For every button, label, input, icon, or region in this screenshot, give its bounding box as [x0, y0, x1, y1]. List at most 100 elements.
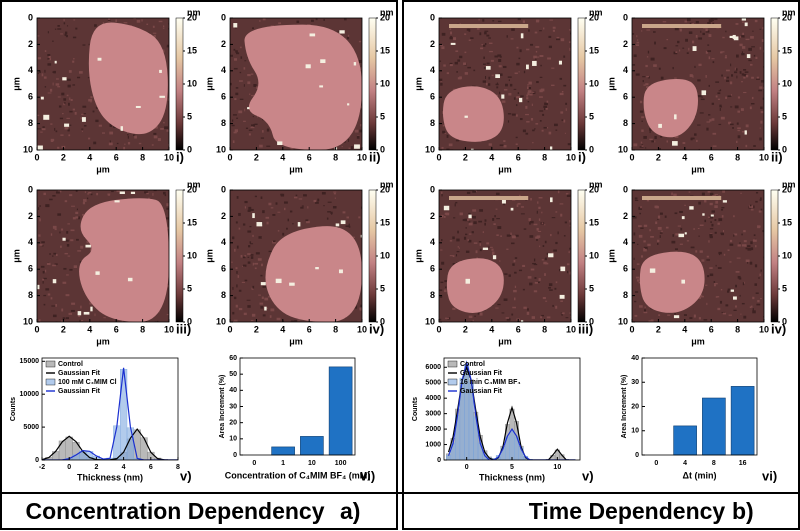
afm-texture [234, 98, 237, 101]
afm-particle [320, 59, 326, 64]
afm-texture [646, 86, 650, 89]
afm-texture [492, 20, 495, 22]
x-tick-label: 2 [463, 324, 468, 334]
afm-texture [511, 113, 516, 116]
afm-texture [699, 224, 704, 227]
afm-texture [441, 146, 444, 149]
afm-texture [333, 191, 337, 193]
afm-texture [506, 35, 508, 38]
afm-texture [743, 73, 747, 77]
y-tick-label: 0 [430, 184, 435, 194]
afm-texture [450, 31, 452, 35]
afm-particle [97, 57, 102, 61]
afm-texture [511, 313, 514, 316]
afm-texture [718, 123, 722, 126]
afm-texture [453, 37, 457, 41]
afm-texture [545, 107, 548, 110]
afm-texture [701, 96, 704, 98]
afm-texture [530, 43, 534, 46]
afm-texture [569, 219, 571, 223]
afm-texture [729, 239, 733, 243]
afm-frame [438, 17, 572, 151]
afm-texture [714, 284, 716, 287]
afm-texture [446, 134, 449, 138]
histogram-bar [509, 430, 515, 460]
afm-texture [232, 286, 234, 290]
afm-particle [501, 198, 506, 204]
afm-texture [523, 70, 526, 74]
afm-texture [70, 98, 73, 102]
afm-texture [439, 60, 442, 62]
afm-texture [719, 89, 722, 91]
afm-texture [495, 192, 500, 195]
afm-texture [456, 262, 458, 264]
afm-texture [742, 282, 745, 286]
afm-texture [464, 33, 467, 36]
afm-texture [543, 27, 545, 30]
afm-texture [753, 54, 756, 57]
afm-texture [70, 239, 74, 242]
afm-texture [513, 97, 516, 100]
afm-texture [636, 35, 638, 38]
afm-texture [472, 209, 477, 212]
afm-texture [441, 214, 444, 218]
afm-texture [265, 307, 268, 309]
afm-texture [247, 253, 251, 255]
afm-texture [101, 132, 106, 134]
afm-texture [712, 145, 717, 147]
afm-texture [342, 211, 346, 214]
colorbar-tick-label: 15 [589, 217, 599, 227]
bar [673, 425, 697, 456]
afm-texture [238, 227, 241, 230]
afm-texture [268, 296, 270, 298]
afm-texture [639, 146, 644, 148]
x-tick-label: 4 [682, 152, 687, 162]
afm-texture [517, 321, 521, 322]
afm-texture [244, 255, 247, 258]
y-tick-label: 8 [430, 290, 435, 300]
afm-texture [707, 190, 711, 193]
afm-texture [657, 215, 661, 219]
afm-texture [277, 230, 280, 232]
afm-texture [116, 190, 121, 193]
afm-texture [747, 247, 752, 251]
afm-texture [439, 295, 443, 298]
afm-texture [76, 208, 78, 211]
colorbar-tick-label: 0 [380, 316, 385, 326]
afm-texture [126, 320, 129, 322]
afm-texture [544, 258, 547, 260]
afm-texture [466, 28, 470, 31]
afm-texture [476, 27, 480, 30]
afm-texture [650, 235, 654, 238]
afm-particle [678, 233, 685, 238]
afm-texture [244, 206, 247, 209]
afm-texture [260, 274, 263, 277]
afm-texture [479, 32, 482, 36]
afm-texture [265, 216, 270, 219]
afm-texture [164, 194, 167, 197]
afm-texture [152, 193, 154, 196]
afm-texture [261, 263, 263, 267]
afm-texture [317, 198, 320, 202]
afm-texture [522, 288, 525, 291]
y-tick-label: 10000 [20, 391, 40, 398]
afm-texture [555, 305, 558, 309]
afm-texture [57, 86, 61, 88]
afm-texture [648, 320, 652, 322]
afm-texture [250, 319, 254, 322]
afm-texture [674, 212, 678, 215]
afm-texture [718, 218, 723, 222]
afm-texture [488, 143, 492, 146]
x-tick-label: 0 [252, 460, 256, 467]
afm-texture [736, 122, 739, 125]
afm-texture [555, 211, 558, 213]
x-tick-label: 8 [735, 152, 740, 162]
afm-texture [568, 251, 570, 254]
afm-particle [520, 320, 524, 322]
y-tick-label: 6 [28, 92, 33, 102]
afm-texture [735, 68, 738, 71]
afm-texture [711, 223, 714, 227]
afm-texture [752, 30, 754, 32]
afm-texture [445, 286, 447, 289]
afm-texture [236, 117, 239, 119]
